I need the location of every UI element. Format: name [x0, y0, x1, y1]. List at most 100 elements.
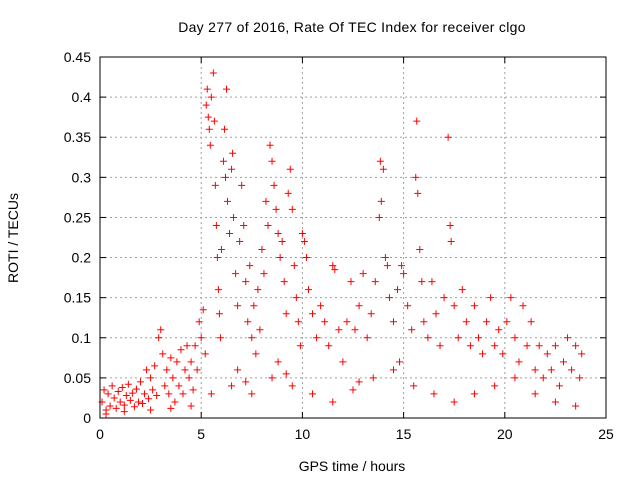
data-point — [215, 310, 223, 318]
data-point — [462, 318, 470, 326]
data-point — [205, 125, 213, 133]
data-point — [292, 294, 300, 302]
data-point — [264, 221, 272, 229]
data-point — [171, 398, 179, 406]
data-point — [568, 366, 576, 374]
data-point — [202, 101, 210, 109]
data-point — [153, 392, 161, 400]
data-point — [413, 117, 421, 125]
data-point — [161, 382, 169, 390]
data-point — [418, 278, 426, 286]
data-point — [244, 318, 252, 326]
y-tick-label: 0.05 — [64, 370, 91, 386]
data-point — [210, 117, 218, 125]
data-point — [216, 334, 224, 342]
data-point — [408, 326, 416, 334]
data-point — [325, 342, 333, 350]
x-tick-label: 15 — [396, 426, 412, 442]
data-point — [317, 302, 325, 310]
data-point — [234, 366, 242, 374]
data-point — [304, 286, 312, 294]
y-tick-label: 0.25 — [64, 209, 91, 225]
data-point — [132, 385, 140, 393]
data-point — [559, 358, 567, 366]
data-point — [355, 378, 363, 386]
data-point — [280, 278, 288, 286]
data-point — [331, 266, 339, 274]
data-point — [139, 400, 147, 408]
data-point — [204, 113, 212, 121]
data-point — [203, 85, 211, 93]
data-point — [106, 402, 114, 410]
data-point — [371, 278, 379, 286]
data-point — [177, 346, 185, 354]
data-point — [238, 181, 246, 189]
data-point — [272, 205, 280, 213]
data-point — [355, 302, 363, 310]
data-point — [228, 382, 236, 390]
x-axis-label: GPS time / hours — [299, 458, 406, 474]
data-point — [398, 262, 406, 270]
data-point — [335, 326, 343, 334]
data-point — [329, 262, 337, 270]
data-point — [564, 334, 572, 342]
data-point — [165, 390, 173, 398]
data-point — [183, 342, 191, 350]
data-point — [195, 318, 203, 326]
data-point — [410, 382, 418, 390]
data-point — [108, 382, 116, 390]
data-point — [147, 374, 155, 382]
data-point — [234, 302, 242, 310]
data-point — [294, 318, 302, 326]
data-point — [229, 149, 237, 157]
data-point — [157, 326, 165, 334]
x-tick-label: 0 — [96, 426, 104, 442]
data-point — [248, 390, 256, 398]
data-point — [100, 386, 108, 394]
data-point — [197, 334, 205, 342]
data-point — [240, 221, 248, 229]
data-point — [221, 173, 229, 181]
data-point — [201, 350, 209, 358]
data-point — [185, 374, 193, 382]
y-tick-label: 0.45 — [64, 49, 91, 65]
data-point — [118, 384, 126, 392]
data-point — [193, 366, 201, 374]
data-point — [136, 378, 144, 386]
data-points — [98, 69, 586, 418]
y-tick-label: 0.1 — [72, 330, 92, 346]
data-point — [260, 270, 268, 278]
data-point — [248, 334, 256, 342]
data-point — [349, 386, 357, 394]
data-point — [527, 318, 535, 326]
y-tick-label: 0.35 — [64, 129, 91, 145]
data-point — [578, 350, 586, 358]
data-point — [531, 366, 539, 374]
data-point — [114, 388, 122, 396]
data-point — [389, 366, 397, 374]
data-point — [309, 310, 317, 318]
data-point — [376, 157, 384, 165]
data-point — [339, 358, 347, 366]
x-tick-label: 5 — [197, 426, 205, 442]
data-point — [523, 342, 531, 350]
data-point — [181, 366, 189, 374]
data-point — [367, 310, 375, 318]
data-point — [149, 386, 157, 394]
data-point — [214, 286, 222, 294]
data-point — [507, 294, 515, 302]
y-tick-label: 0.15 — [64, 290, 91, 306]
data-point — [450, 302, 458, 310]
data-point — [394, 286, 402, 294]
data-point — [479, 350, 487, 358]
data-point — [217, 246, 225, 254]
data-point — [120, 408, 128, 416]
data-point — [389, 318, 397, 326]
x-tick-label: 25 — [598, 426, 614, 442]
data-point — [242, 378, 250, 386]
data-point — [288, 205, 296, 213]
data-point — [447, 238, 455, 246]
data-point — [199, 306, 207, 314]
